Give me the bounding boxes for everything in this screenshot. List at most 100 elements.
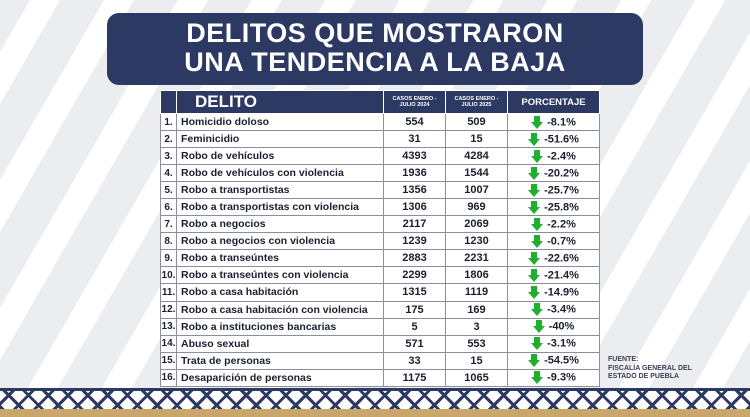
row-cases-2025: 15	[445, 351, 508, 370]
row-cases-2025: 553	[445, 334, 508, 353]
row-percentage: -8.1%	[507, 112, 600, 132]
row-percentage: -14.9%	[507, 283, 600, 302]
row-cases-2024: 571	[383, 334, 446, 353]
row-cases-2025: 4284	[445, 147, 508, 166]
table-row: 1. Homicidio doloso 554 509 -8.1%	[160, 112, 600, 132]
row-percentage: -0.7%	[507, 232, 600, 251]
green-down-arrow-icon	[528, 183, 541, 197]
row-cases-2024: 31	[383, 130, 446, 149]
row-cases-2024: 5	[383, 317, 446, 336]
title-line-1: DELITOS QUE MOSTRARON	[186, 18, 564, 48]
table-row: 6. Robo a transportistas con violencia 130…	[160, 198, 600, 217]
green-down-arrow-icon	[528, 285, 541, 299]
green-down-arrow-icon	[531, 337, 544, 351]
table-row: 5. Robo a transportistas 1356 1007 -25.7%	[160, 181, 600, 200]
row-percentage: -22.6%	[507, 249, 600, 268]
header-index	[160, 90, 177, 114]
table-row: 13. Robo a instituciones bancarias 5 3 -40%	[160, 317, 600, 336]
row-number: 12.	[160, 300, 177, 319]
row-cases-2025: 2069	[445, 215, 508, 234]
row-percentage-value: -9.3%	[547, 371, 576, 384]
green-down-arrow-icon	[531, 115, 544, 129]
green-down-arrow-icon	[528, 166, 541, 180]
green-down-arrow-icon	[531, 371, 544, 385]
table-row: 9. Robo a transeúntes 2883 2231 -22.6%	[160, 249, 600, 268]
table-row: 3. Robo de vehículos 4393 4284 -2.4%	[160, 147, 600, 166]
row-delito: Robo a negocios con violencia	[176, 232, 384, 251]
row-delito: Abuso sexual	[176, 334, 384, 353]
row-delito: Robo a transportistas con violencia	[176, 198, 384, 217]
row-delito: Robo a casa habitación	[176, 283, 384, 302]
row-percentage-value: -2.4%	[547, 150, 576, 163]
table-row: 2. Feminicidio 31 15 -51.6%	[160, 130, 600, 149]
row-cases-2024: 33	[383, 351, 446, 370]
table-row: 14. Abuso sexual 571 553 -3.1%	[160, 334, 600, 353]
row-percentage-value: -51.6%	[544, 132, 579, 145]
row-cases-2024: 2883	[383, 249, 446, 268]
row-delito: Trata de personas	[176, 351, 384, 370]
title-line-2: UNA TENDENCIA A LA BAJA	[184, 47, 566, 77]
row-delito: Homicidio doloso	[176, 112, 384, 132]
row-delito: Robo a casa habitación con violencia	[176, 300, 384, 319]
green-down-arrow-icon	[531, 234, 544, 248]
row-number: 9.	[160, 249, 177, 268]
row-percentage: -51.6%	[507, 130, 600, 149]
row-percentage-value: -54.5%	[544, 354, 579, 367]
row-cases-2025: 1806	[445, 266, 508, 285]
row-number: 11.	[160, 283, 177, 302]
row-cases-2024: 2299	[383, 266, 446, 285]
row-percentage-value: -21.4%	[544, 269, 579, 282]
row-number: 13.	[160, 317, 177, 336]
green-down-arrow-icon	[531, 303, 544, 317]
row-number: 10.	[160, 266, 177, 285]
row-percentage: -25.7%	[507, 181, 600, 200]
row-delito: Desaparición de personas	[176, 368, 384, 387]
header-porcentaje: PORCENTAJE	[507, 90, 600, 114]
table-row: 4. Robo de vehículos con violencia 1936 154…	[160, 164, 600, 183]
row-percentage: -54.5%	[507, 351, 600, 370]
row-percentage: -21.4%	[507, 266, 600, 285]
table-row: 12. Robo a casa habitación con violencia 1…	[160, 300, 600, 319]
table-row: 8. Robo a negocios con violencia 1239 1230 -…	[160, 232, 600, 251]
row-cases-2025: 169	[445, 300, 508, 319]
row-delito: Robo a instituciones bancarias	[176, 317, 384, 336]
row-cases-2024: 1306	[383, 198, 446, 217]
row-cases-2024: 1356	[383, 181, 446, 200]
row-percentage-value: -25.8%	[544, 201, 579, 214]
row-delito: Robo de vehículos	[176, 147, 384, 166]
header-year-2025: CASOS ENERO - JULIO 2025	[445, 90, 508, 114]
row-percentage-value: -14.9%	[544, 286, 579, 299]
row-cases-2025: 1544	[445, 164, 508, 183]
row-delito: Feminicidio	[176, 130, 384, 149]
row-percentage: -2.2%	[507, 215, 600, 234]
table-row: 10. Robo a transeúntes con violencia 2299 1…	[160, 266, 600, 285]
row-percentage: -2.4%	[507, 147, 600, 166]
row-cases-2024: 554	[383, 112, 446, 132]
row-number: 7.	[160, 215, 177, 234]
table-body: 1. Homicidio doloso 554 509 -8.1% 2. Feminicid…	[160, 112, 600, 387]
decorative-border-base	[0, 409, 750, 417]
table-row: 15. Trata de personas 33 15 -54.5%	[160, 351, 600, 370]
row-cases-2025: 2231	[445, 249, 508, 268]
row-delito: Robo a transportistas	[176, 181, 384, 200]
table-header-row: DELITO CASOS ENERO - JULIO 2024 CASOS EN…	[160, 90, 600, 114]
source-note: FUENTE: FISCALÍA GENERAL DEL ESTADO DE P…	[608, 356, 748, 382]
green-down-arrow-icon	[528, 200, 541, 214]
source-label: FUENTE:	[608, 356, 639, 363]
row-delito: Robo a negocios	[176, 215, 384, 234]
row-percentage: -3.1%	[507, 334, 600, 353]
source-line-2: FISCALÍA GENERAL DEL	[608, 364, 693, 372]
row-percentage-value: -0.7%	[547, 235, 576, 248]
row-percentage-value: -20.2%	[544, 167, 579, 180]
row-cases-2025: 3	[445, 317, 508, 336]
row-number: 1.	[160, 112, 177, 132]
row-cases-2024: 1239	[383, 232, 446, 251]
row-number: 3.	[160, 147, 177, 166]
row-delito: Robo a transeúntes con violencia	[176, 266, 384, 285]
green-down-arrow-icon	[528, 354, 541, 368]
row-percentage: -3.4%	[507, 300, 600, 319]
row-cases-2024: 1936	[383, 164, 446, 183]
row-cases-2025: 1119	[445, 283, 508, 302]
row-percentage-value: -25.7%	[544, 184, 579, 197]
row-percentage-value: -8.1%	[547, 115, 576, 128]
